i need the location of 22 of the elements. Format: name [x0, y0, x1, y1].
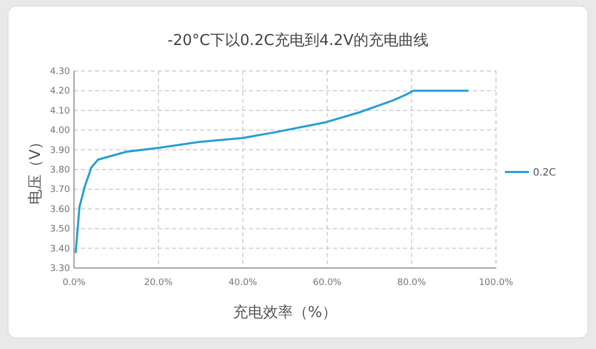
y-tick-label: 4.20: [50, 86, 70, 97]
y-tick-label: 4.10: [50, 106, 70, 116]
y-axis-title: 电压（V）: [26, 134, 44, 205]
y-tick-label: 3.80: [50, 166, 70, 176]
x-tick-label: 60.0%: [312, 278, 342, 288]
x-tick-label: 40.0%: [228, 278, 258, 288]
y-tick-label: 3.60: [50, 204, 70, 215]
chart-title: -20°C下以0.2C充电到4.2V的充电曲线: [168, 31, 428, 49]
y-tick-label: 3.90: [50, 146, 70, 156]
y-tick-label: 3.30: [50, 264, 70, 274]
y-tick-label: 3.70: [50, 185, 70, 196]
y-tick-label: 3.50: [50, 224, 70, 235]
y-tick-label: 3.40: [50, 244, 70, 254]
x-tick-label: 20.0%: [144, 278, 174, 288]
y-tick-label: 4.00: [50, 126, 70, 136]
x-axis-title: 充电效率（%）: [232, 303, 338, 321]
legend-label: 0.2C: [533, 168, 556, 178]
x-tick-label: 100.0%: [478, 278, 514, 288]
x-tick-label: 0.0%: [62, 278, 86, 288]
y-tick-label: 4.30: [50, 67, 70, 77]
x-tick-label: 80.0%: [397, 278, 426, 288]
line-series: [74, 90, 469, 254]
